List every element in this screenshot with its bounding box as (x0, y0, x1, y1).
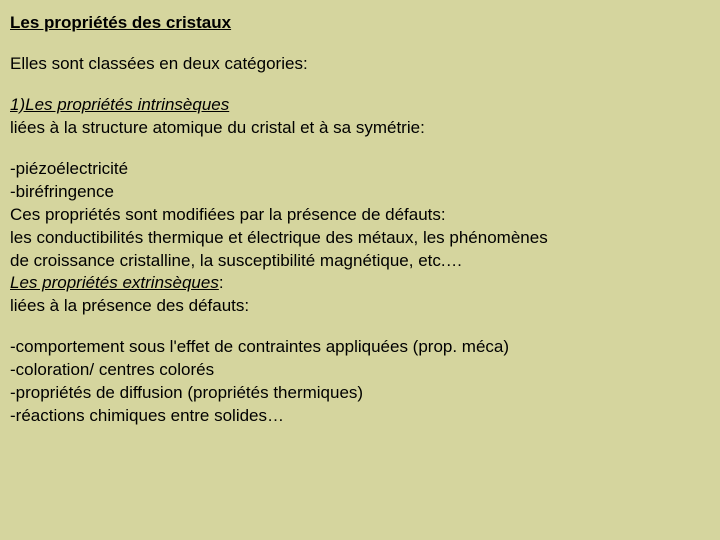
section-2-desc: liées à la présence des défauts: (10, 295, 710, 318)
section-2-item-1: -comportement sous l'effet de contrainte… (10, 336, 710, 359)
section-1-heading: 1)Les propriétés intrinsèques (10, 94, 710, 117)
section-2-heading: Les propriétés extrinsèques (10, 273, 219, 292)
section-2-heading-line: Les propriétés extrinsèques: (10, 272, 710, 295)
section-1-note-3: de croissance cristalline, la susceptibi… (10, 250, 710, 273)
section-2-item-2: -coloration/ centres colorés (10, 359, 710, 382)
section-1-item-1: -piézoélectricité (10, 158, 710, 181)
section-2-colon: : (219, 273, 224, 292)
section-1-note-2: les conductibilités thermique et électri… (10, 227, 710, 250)
intro-text: Elles sont classées en deux catégories: (10, 53, 710, 76)
section-2: Les propriétés extrinsèques: liées à la … (10, 272, 710, 428)
section-1-desc: liées à la structure atomique du cristal… (10, 117, 710, 140)
section-1-note-1: Ces propriétés sont modifiées par la pré… (10, 204, 710, 227)
spacer (10, 318, 710, 336)
section-1-item-2: -biréfringence (10, 181, 710, 204)
section-2-item-3: -propriétés de diffusion (propriétés the… (10, 382, 710, 405)
section-2-item-4: -réactions chimiques entre solides… (10, 405, 710, 428)
page-title: Les propriétés des cristaux (10, 12, 710, 35)
section-1: 1)Les propriétés intrinsèques liées à la… (10, 94, 710, 273)
